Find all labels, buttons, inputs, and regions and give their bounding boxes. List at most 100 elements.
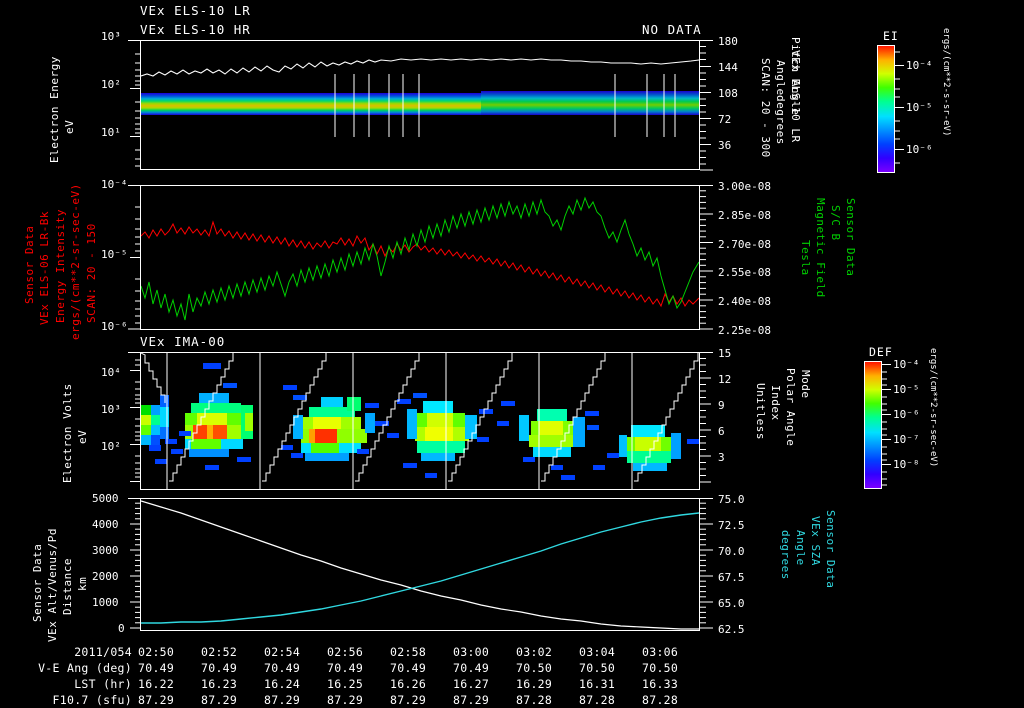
panel2-lines-svg (141, 196, 699, 321)
panel3-left-tick-1: 10³ (101, 403, 121, 416)
panel1-colorbar-tick-0: 10⁻⁴ (906, 59, 933, 72)
panel4-left-label-distance: Distance (61, 558, 74, 615)
panel2-plot-area[interactable] (140, 185, 700, 330)
panel1-right-tick-0: 180 (718, 35, 738, 48)
panel3-right-label-index: Index (769, 385, 782, 421)
panel3-right-tick-1: 12 (718, 373, 732, 386)
panel3-colorbar-tick-0: 10⁻⁴ (893, 358, 920, 371)
footer-cell: 16.25 (327, 677, 364, 691)
panel4-plot-area[interactable] (140, 498, 700, 631)
panel1-colorbar-tick-1: 10⁻⁵ (906, 101, 933, 114)
panel4-right-label-sensor-data: Sensor Data (824, 510, 837, 589)
panel4-left-tick-5: 0 (118, 622, 125, 635)
panel4-left-tick-4: 1000 (92, 596, 119, 609)
panel4-right-tick-1: 72.5 (718, 519, 745, 532)
footer-row-label: F10.7 (sfu) (52, 693, 132, 707)
panel2-red-label-scan: SCAN: 20 - 150 (85, 223, 98, 323)
panel1-right-tick-1: 144 (718, 61, 738, 74)
panel2-right-tick-0: 3.00e-08 (718, 180, 771, 193)
panel2-left-tick-1: 10⁻⁵ (101, 248, 128, 261)
footer-cell: 16.23 (201, 677, 238, 691)
panel2-red-label-quantity: Energy Intensity (54, 209, 67, 323)
panel3-right-tick-3: 6 (718, 425, 725, 438)
panel1-right-label-sensor: VEx ELS-10 LR (789, 50, 802, 143)
footer-cell: 03:00 (453, 645, 490, 659)
panel4-left-tick-3: 2000 (92, 570, 119, 583)
panel1-colorbar-ticks (895, 51, 904, 164)
panel1-right-ticks (700, 40, 713, 171)
panel1-right-label-degrees: degrees (774, 95, 787, 145)
panel1-colorbar[interactable] (877, 45, 895, 173)
footer-cell: 70.50 (579, 661, 616, 675)
panel2-right-tick-3: 2.55e-08 (718, 266, 771, 279)
footer-cell: 16.22 (138, 677, 175, 691)
panel2-right-tick-1: 2.85e-08 (718, 209, 771, 222)
footer-cell: 87.29 (390, 693, 427, 707)
panel3-plot-area[interactable] (140, 352, 700, 490)
footer-cell: 87.29 (138, 693, 175, 707)
panel3-right-ticks (700, 352, 713, 483)
panel2-red-label-sensor-data: Sensor Data (23, 225, 36, 304)
footer-cell: 87.28 (579, 693, 616, 707)
panel3-title: VEx IMA-00 (140, 334, 226, 349)
panel4-right-tick-2: 70.0 (718, 545, 745, 558)
footer-cell: 02:54 (264, 645, 301, 659)
footer-cell: 70.49 (390, 661, 427, 675)
panel1-colorbar-tick-2: 10⁻⁶ (906, 143, 933, 156)
panel2-left-tick-0: 10⁻⁴ (101, 178, 128, 191)
panel1-title-lr: VEx ELS-10 LR (140, 3, 251, 18)
footer-cell: 16.29 (516, 677, 553, 691)
footer-cell: 16.31 (579, 677, 616, 691)
panel3-left-ticks (128, 352, 141, 482)
panel1-spectrogram-svg (141, 58, 699, 137)
panel4-left-ticks (128, 498, 141, 629)
panel4-right-tick-5: 62.5 (718, 623, 745, 636)
panel1-title-hr: VEx ELS-10 HR (140, 22, 251, 37)
footer-cell: 70.49 (201, 661, 238, 675)
footer-cell: 16.24 (264, 677, 301, 691)
panel1-left-ticks (128, 40, 141, 167)
panel1-right-tick-4: 36 (718, 139, 732, 152)
panel4-lines-svg (141, 500, 699, 630)
panel3-colorbar[interactable] (864, 361, 882, 489)
footer-cell: 87.29 (201, 693, 238, 707)
panel4-right-ticks (700, 498, 713, 629)
panel2-right-tick-5: 2.25e-08 (718, 324, 771, 337)
panel3-colorbar-name: DEF (869, 345, 893, 359)
panel2-left-ticks (128, 185, 141, 330)
footer-cell: 02:56 (327, 645, 364, 659)
panel3-right-label-unitless: Unitless (754, 383, 767, 440)
footer-row-label: LST (hr) (74, 677, 132, 691)
panel3-right-tick-2: 9 (718, 399, 725, 412)
panel1-plot-area[interactable] (140, 40, 700, 170)
panel3-right-label-polar-angle: Polar Angle (784, 368, 797, 447)
footer-cell: 70.49 (327, 661, 364, 675)
panel4-right-label-sza: VEx SZA (809, 516, 822, 566)
footer-row-label: 2011/054 (74, 645, 132, 659)
footer-cell: 16.33 (642, 677, 679, 691)
footer-cell: 16.27 (453, 677, 490, 691)
panel2-right-ticks (700, 185, 713, 330)
panel4-left-label-km: km (76, 576, 89, 591)
panel3-colorbar-tick-1: 10⁻⁵ (893, 383, 920, 396)
footer-row-label: V-E Ang (deg) (38, 661, 132, 675)
panel3-left-axis-units: eV (76, 429, 89, 444)
panel3-colorbar-units: ergs/(cm**2-sr-sec-eV) (928, 348, 938, 468)
panel3-left-axis-title: Electron Volts (61, 383, 74, 483)
panel4-right-label-angle: Angle (794, 530, 807, 566)
footer-cell: 87.29 (264, 693, 301, 707)
footer-cell: 70.49 (138, 661, 175, 675)
panel2-green-label-sensor-data: Sensor Data (844, 198, 857, 277)
panel3-right-tick-0: 15 (718, 347, 732, 360)
panel1-no-data-label: NO DATA (642, 22, 702, 37)
panel1-left-axis-units: eV (63, 119, 76, 134)
footer-cell: 70.50 (642, 661, 679, 675)
panel1-right-label-scan: SCAN: 20 - 300 (759, 58, 772, 158)
panel4-left-tick-0: 5000 (92, 492, 119, 505)
panel2-red-label-units: ergs/(cm**2-sr-sec-eV) (69, 183, 82, 340)
panel3-colorbar-tick-3: 10⁻⁷ (893, 433, 920, 446)
panel3-right-label-mode: Mode (799, 370, 812, 399)
panel3-colorbar-ticks (882, 364, 891, 486)
footer-cell: 70.50 (516, 661, 553, 675)
